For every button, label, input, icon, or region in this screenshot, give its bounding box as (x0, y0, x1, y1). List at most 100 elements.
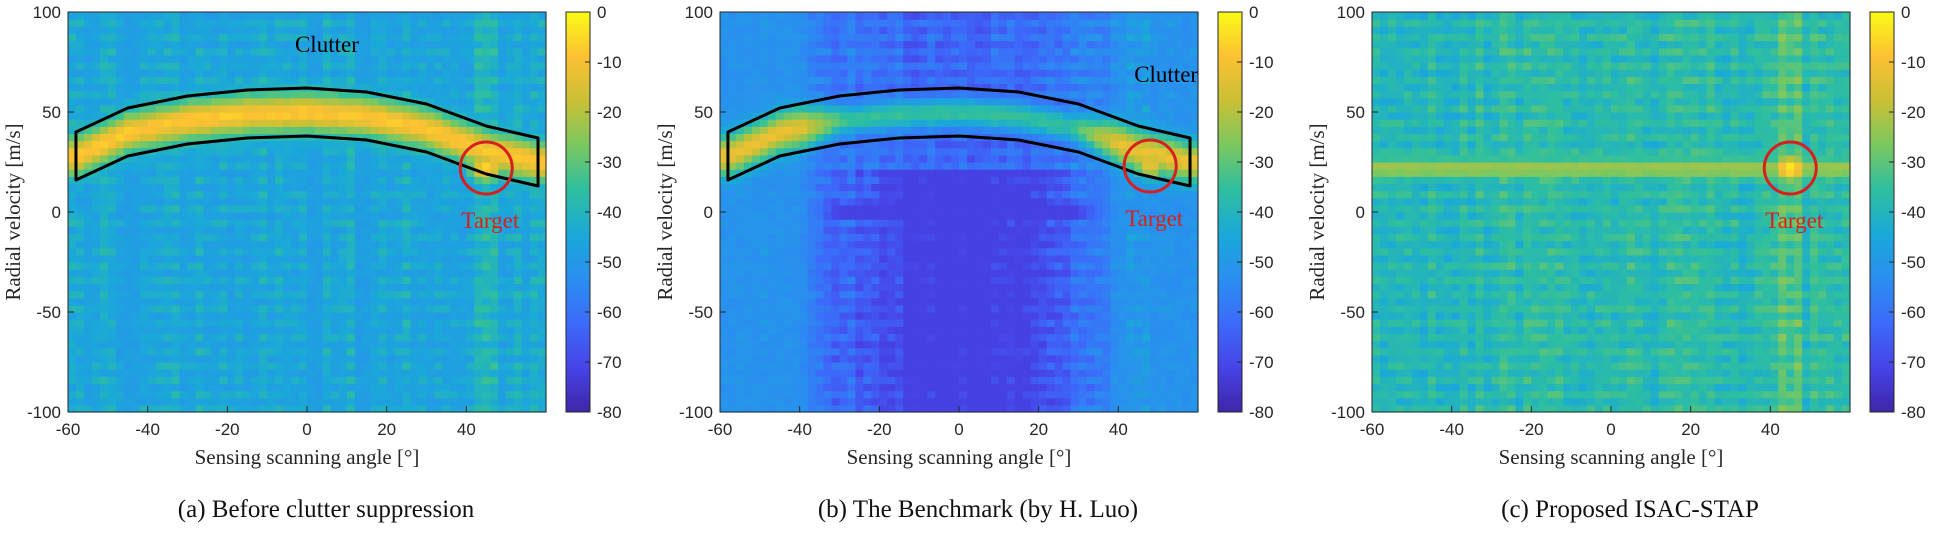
heatmap-cell (498, 97, 507, 106)
heatmap-cell (855, 97, 864, 106)
heatmap-cell (203, 262, 212, 270)
heatmap-cell (107, 333, 117, 342)
heatmap-cell (855, 54, 864, 63)
heatmap-cell (839, 390, 849, 399)
heatmap-cell (911, 147, 920, 156)
heatmap-cell (474, 390, 483, 399)
heatmap-cell (370, 26, 380, 35)
heatmap-cell (871, 219, 880, 227)
heatmap-cell (354, 362, 364, 370)
heatmap-cell (123, 33, 133, 42)
heatmap-cell (171, 33, 181, 42)
heatmap-cell (394, 226, 404, 235)
heatmap-cell (426, 176, 436, 185)
heatmap-cell (155, 290, 165, 299)
heatmap-cell (490, 133, 499, 142)
heatmap-cell (83, 97, 93, 106)
heatmap-cell (895, 154, 904, 163)
heatmap-cell (394, 404, 404, 413)
heatmap-cell (831, 283, 841, 292)
heatmap-cell (187, 154, 197, 163)
heatmap-cell (815, 140, 825, 149)
heatmap-cell (498, 283, 507, 292)
heatmap-cell (530, 276, 539, 285)
heatmap-cell (466, 154, 475, 163)
heatmap-cell (450, 76, 459, 85)
heatmap-cell (538, 176, 547, 185)
heatmap-cell (346, 212, 356, 220)
heatmap-cell (775, 290, 785, 299)
heatmap-cell (775, 147, 785, 156)
heatmap-cell (727, 104, 737, 113)
heatmap-cell (490, 319, 499, 327)
heatmap-cell (314, 404, 324, 413)
heatmap-cell (482, 62, 491, 70)
heatmap-cell (847, 183, 857, 192)
heatmap-cell (275, 247, 284, 256)
heatmap-cell (346, 83, 356, 92)
heatmap-cell (203, 383, 212, 392)
heatmap-cell (791, 40, 801, 49)
heatmap-cell (346, 262, 356, 270)
heatmap-cell (727, 190, 737, 199)
heatmap-cell (847, 47, 857, 56)
heatmap-cell (314, 369, 324, 377)
heatmap-cell (442, 390, 451, 399)
heatmap-cell (307, 212, 316, 220)
heatmap-cell (362, 283, 372, 292)
heatmap-cell (450, 290, 459, 299)
heatmap-cell (219, 240, 228, 249)
heatmap-cell (895, 233, 904, 242)
heatmap-cell (442, 290, 451, 299)
heatmap-cell (410, 140, 420, 149)
heatmap-cell (283, 390, 292, 399)
heatmap-cell (378, 369, 388, 377)
heatmap-cell (219, 312, 228, 320)
heatmap-cell (807, 290, 817, 299)
heatmap-cell (775, 304, 785, 313)
heatmap-cell (68, 247, 77, 256)
heatmap-cell (354, 404, 364, 413)
heatmap-cell (823, 54, 833, 63)
heatmap-cell (935, 226, 944, 235)
heatmap-cell (855, 383, 864, 392)
heatmap-cell (402, 276, 412, 285)
heatmap-cell (283, 362, 292, 370)
heatmap-cell (243, 369, 252, 377)
heatmap-cell (863, 340, 872, 349)
heatmap-cell (863, 19, 872, 27)
heatmap-cell (879, 390, 888, 399)
heatmap-cell (911, 247, 920, 256)
heatmap-cell (863, 190, 872, 199)
heatmap-cell (259, 76, 268, 85)
heatmap-cell (450, 119, 459, 127)
heatmap-cell (211, 190, 220, 199)
heatmap-cell (935, 240, 944, 249)
heatmap-cell (211, 169, 220, 177)
heatmap-cell (426, 297, 436, 306)
heatmap-cell (91, 19, 101, 27)
heatmap-cell (482, 133, 491, 142)
heatmap-cell (530, 262, 539, 270)
heatmap-cell (68, 69, 77, 77)
heatmap-cell (735, 333, 745, 342)
heatmap-cell (815, 190, 825, 199)
heatmap-cell (442, 254, 451, 263)
heatmap-cell (522, 176, 531, 185)
heatmap-cell (903, 262, 912, 270)
heatmap-cell (147, 104, 157, 113)
heatmap-cell (799, 233, 809, 242)
heatmap-cell (538, 269, 547, 277)
heatmap-cell (91, 326, 101, 335)
heatmap-cell (235, 83, 244, 92)
heatmap-cell (815, 47, 825, 56)
heatmap-cell (147, 154, 157, 163)
heatmap-cell (514, 76, 523, 85)
heatmap-cell (538, 212, 547, 220)
heatmap-cell (91, 347, 101, 356)
heatmap-cell (147, 262, 157, 270)
heatmap-cell (275, 233, 284, 242)
heatmap-cell (743, 140, 753, 149)
heatmap-cell (815, 90, 825, 99)
heatmap-cell (68, 397, 77, 406)
